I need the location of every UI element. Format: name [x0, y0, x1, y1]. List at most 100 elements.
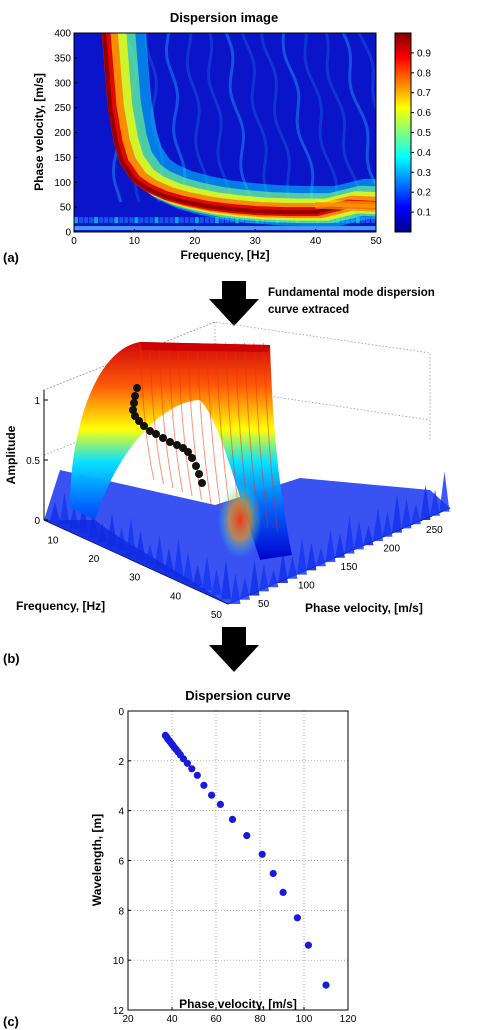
x-tick-label: 0: [71, 236, 77, 247]
colorbar-tick-label: 0.4: [417, 148, 431, 159]
y-tick-label: 250: [54, 103, 71, 114]
x-tick-label: 40: [166, 1014, 178, 1025]
heatmap-cell: [150, 217, 154, 223]
data-point: [243, 832, 250, 839]
frequency-tick-label: 20: [88, 554, 100, 565]
heatmap-band: [74, 226, 376, 230]
picked-point: [159, 434, 167, 442]
data-point: [194, 772, 201, 779]
heatmap-cell: [180, 217, 184, 223]
z-tick-label: 0.5: [26, 456, 40, 467]
data-point: [305, 942, 312, 949]
y-tick-label: 300: [54, 78, 71, 89]
velocity-tick-label: 250: [426, 525, 443, 536]
x-tick-label: 20: [122, 1014, 134, 1025]
heatmap-cell: [89, 217, 93, 223]
data-point: [322, 982, 329, 989]
picked-point: [188, 454, 196, 462]
heatmap-cell: [104, 217, 108, 223]
heatmap-cell: [145, 217, 149, 223]
panel-a-dispersion-image: Dispersion image 0 10 20 30 40 50 0 50 100 150 20…: [3, 10, 431, 265]
colorbar-gradient: [395, 33, 411, 232]
y-tick-label: 150: [54, 153, 71, 164]
colorbar-tick-label: 0.3: [417, 168, 431, 179]
heatmap-cell: [200, 217, 204, 223]
picked-point: [152, 430, 160, 438]
y-tick-label: 10: [113, 956, 125, 967]
heatmap-cell: [185, 217, 189, 223]
frequency-tick-label: 50: [211, 610, 223, 621]
down-arrow-icon: [209, 281, 259, 326]
picked-point: [192, 462, 200, 470]
y-tick-label: 50: [60, 203, 72, 214]
heatmap-cell: [109, 217, 113, 223]
data-point: [294, 914, 301, 921]
x-tick-label: 20: [189, 236, 201, 247]
heatmap-cell: [165, 217, 169, 223]
velocity-tick-label: 200: [383, 544, 400, 555]
x-axis-label: Phase velocity, [m/s]: [179, 997, 297, 1011]
colorbar-tick-label: 0.6: [417, 108, 431, 119]
heatmap-cell: [139, 217, 143, 223]
y-tick-label: 200: [54, 128, 71, 139]
y-tick-label: 12: [113, 1006, 125, 1017]
frequency-axis-label: Frequency, [Hz]: [16, 599, 105, 613]
x-tick-label: 100: [296, 1014, 313, 1025]
heatmap-cell: [114, 217, 118, 223]
velocity-axis-label: Phase velocity, [m/s]: [305, 601, 423, 615]
frequency-tick-label: 30: [129, 573, 141, 584]
velocity-tick-label: 100: [298, 580, 315, 591]
y-tick-label: 8: [118, 906, 124, 917]
picked-point: [195, 470, 203, 478]
picked-point: [166, 438, 174, 446]
heatmap-cell: [94, 217, 98, 223]
frequency-tick-label: 10: [47, 535, 59, 546]
chart-title: Dispersion image: [170, 10, 278, 25]
data-point: [217, 801, 224, 808]
heatmap-cell: [190, 217, 194, 223]
colorbar-tick-label: 0.8: [417, 68, 431, 79]
picked-point: [198, 479, 206, 487]
velocity-tick-label: 150: [341, 562, 358, 573]
y-tick-label: 350: [54, 53, 71, 64]
heatmap-cell: [79, 217, 83, 223]
y-tick-label: 2: [118, 757, 124, 768]
picked-point: [131, 392, 139, 400]
arrow-2: [209, 627, 259, 672]
arrow-1: Fundamental mode dispersion curve extrac…: [209, 281, 435, 326]
heatmap-plot-area: [74, 27, 403, 232]
chart-title: Dispersion curve: [185, 688, 291, 703]
y-tick-label: 4: [118, 807, 124, 818]
heatmap-cell: [170, 217, 174, 223]
x-tick-label: 50: [370, 236, 382, 247]
x-axis-label: Frequency, [Hz]: [180, 248, 269, 262]
panel-label-c: (c): [3, 1014, 19, 1029]
z-tick-label: 1: [34, 396, 40, 407]
arrow-caption-line1: Fundamental mode dispersion: [268, 287, 435, 299]
panel-label-a: (a): [3, 250, 19, 265]
arrow-caption-line2: curve extraced: [268, 304, 349, 316]
panel-b-surface-plot: 00.51102030405050100150200250 Amplitude …: [3, 322, 450, 666]
z-tick-label: 0: [34, 516, 40, 527]
x-tick-label: 60: [210, 1014, 222, 1025]
picked-point: [133, 384, 141, 392]
data-point: [280, 889, 287, 896]
heatmap-cell: [99, 217, 103, 223]
colorbar-tick-label: 0.9: [417, 48, 431, 59]
y-tick-label: 100: [54, 178, 71, 189]
picked-point: [130, 399, 138, 407]
frequency-tick-label: 40: [170, 591, 182, 602]
velocity-tick-label: 50: [258, 599, 270, 610]
z-axis-label: Amplitude: [4, 425, 18, 484]
x-tick-label: 40: [310, 236, 322, 247]
data-point: [259, 851, 266, 858]
heatmap-secondary-mode-halo: [316, 204, 376, 206]
heatmap-cell: [205, 217, 209, 223]
colorbar-ticks: 0.10.20.30.40.50.60.70.80.9: [411, 48, 431, 218]
heatmap-cell: [84, 217, 88, 223]
x-tick-label: 120: [340, 1014, 357, 1025]
heatmap-cell: [195, 217, 199, 223]
surface-mesh: [44, 342, 450, 604]
data-point: [188, 765, 195, 772]
